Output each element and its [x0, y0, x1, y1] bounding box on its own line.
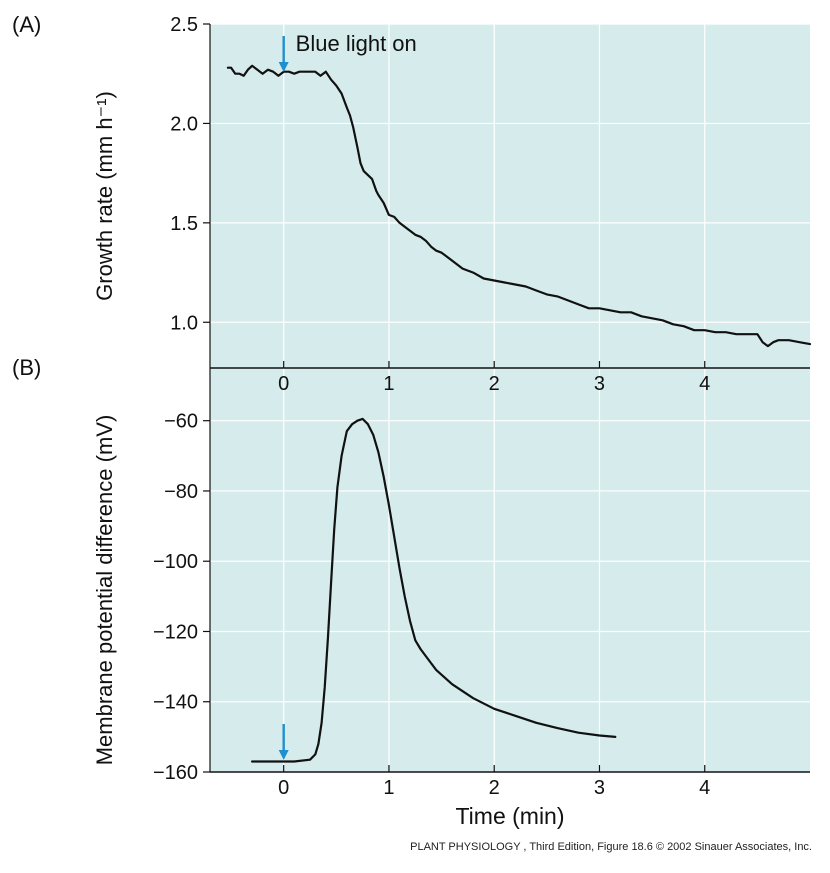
panel-a-annotation: Blue light on: [296, 31, 417, 56]
panel-b-ytick-label-3: −100: [153, 551, 198, 573]
panel-b-ytick-label-2: −120: [153, 621, 198, 643]
panel-b-xtick-label-3: 3: [594, 777, 605, 799]
panel-a-xtick-label-1: 1: [383, 373, 394, 395]
panel-a-ytick-label-0: 1.0: [170, 312, 198, 334]
panel-b-plot-area: [210, 368, 810, 772]
panel-b-xtick-label-4: 4: [699, 777, 710, 799]
panel-a-ytick-label-1: 1.5: [170, 213, 198, 235]
figure-caption: PLANT PHYSIOLOGY , Third Edition, Figure…: [410, 841, 812, 853]
panel-a-light-on-arrow: [278, 36, 289, 72]
panel-b-xtick-label-2: 2: [489, 777, 500, 799]
panel-a-xtick-label-2: 2: [489, 373, 500, 395]
panel-a-xtick-label-3: 3: [594, 373, 605, 395]
panel-a-xtick-label-0: 0: [278, 373, 289, 395]
panel-b-ytick-label-5: −60: [164, 411, 198, 433]
panel-b-xtick-label-0: 0: [278, 777, 289, 799]
panel-b-xtick-label-1: 1: [383, 777, 394, 799]
panel-a-light-on-arrow-head: [278, 62, 289, 72]
panel-b-ytick-label-1: −140: [153, 692, 198, 714]
panel-b-membrane-potential-line: [251, 417, 617, 763]
panel-a-y-axis-title: Growth rate (mm h⁻¹): [92, 91, 117, 301]
panel-a-label: (A): [12, 12, 42, 37]
panel-a-plot-area: [210, 24, 810, 368]
panel-b-y-axis-title: Membrane potential difference (mV): [92, 415, 117, 766]
panel-b-light-on-arrow-head: [278, 750, 289, 760]
panel-b-light-on-arrow: [278, 724, 289, 760]
panel-a-ytick-label-2: 2.0: [170, 113, 198, 135]
panel-a-growth-rate-line: [226, 64, 812, 348]
panel-b-x-axis-title: Time (min): [455, 803, 564, 829]
panel-a-xtick-label-4: 4: [699, 373, 710, 395]
panel-b-label: (B): [12, 355, 42, 380]
panel-a-ytick-label-3: 2.5: [170, 14, 198, 36]
panel-b-ytick-label-4: −80: [164, 481, 198, 503]
panel-b-ytick-label-0: −160: [153, 762, 198, 784]
